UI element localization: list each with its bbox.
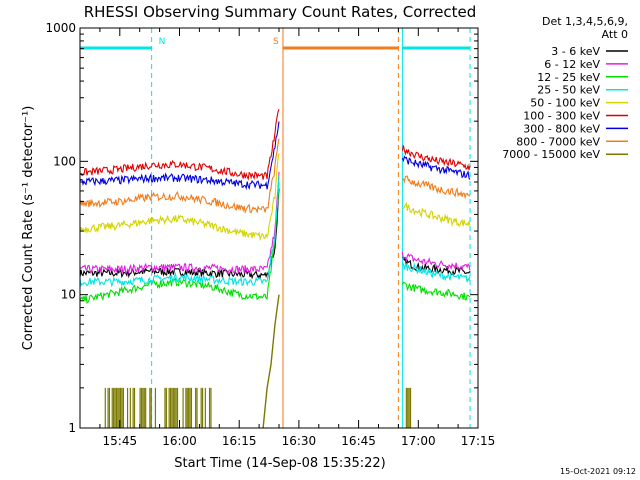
series-line-7-seg-1 xyxy=(402,175,471,200)
legend-header-line-1: Det 1,3,4,5,6,9, xyxy=(542,15,628,28)
y-axis-label: Corrected Count Rate (s⁻¹ detector⁻¹) xyxy=(21,106,36,351)
legend-label: 12 - 25 keV xyxy=(537,71,600,84)
footer-timestamp: 15-Oct-2021 09:12 xyxy=(560,467,636,476)
event-markers xyxy=(79,28,471,428)
x-tick-label: 17:15 xyxy=(461,434,496,448)
legend-header-line-2: Att 0 xyxy=(602,28,628,41)
high-energy-noise xyxy=(104,387,412,428)
legend-label: 300 - 800 keV xyxy=(523,122,600,135)
x-axis: 15:45 16:00 16:15 16:30 16:45 17:00 17:15 xyxy=(79,28,496,448)
x-tick-label: 16:45 xyxy=(341,434,376,448)
legend-label: 25 - 50 keV xyxy=(537,84,600,97)
x-tick-label: 16:30 xyxy=(282,434,317,448)
legend-label: 50 - 100 keV xyxy=(530,97,600,110)
legend-label: 100 - 300 keV xyxy=(523,110,600,123)
series-line-6-seg-1 xyxy=(401,155,471,180)
y-tick-label: 1 xyxy=(68,421,76,435)
series-line-4-seg-1 xyxy=(401,201,471,228)
x-tick-label: 16:15 xyxy=(222,434,257,448)
series-line-4-seg-0 xyxy=(79,153,280,242)
x-axis-label: Start Time (14-Sep-08 15:35:22) xyxy=(174,456,385,471)
y-tick-label: 10 xyxy=(61,288,76,302)
series-line-2-seg-0 xyxy=(79,182,280,304)
series-layer xyxy=(79,109,471,429)
series-line-1-seg-1 xyxy=(401,251,471,271)
series-line-3-seg-1 xyxy=(402,262,471,283)
series-line-6-seg-0 xyxy=(79,121,280,191)
flag-label-N: N xyxy=(159,37,166,47)
legend-label: 6 - 12 keV xyxy=(544,58,600,71)
legend-label: 800 - 7000 keV xyxy=(516,135,600,148)
legend-label: 7000 - 15000 keV xyxy=(502,148,600,161)
series-line-1-seg-0 xyxy=(79,171,280,275)
x-tick-label: 16:00 xyxy=(162,434,197,448)
series-line-2-seg-1 xyxy=(401,281,471,301)
x-tick-label: 17:00 xyxy=(401,434,436,448)
series-line-5-seg-1 xyxy=(401,145,471,171)
legend-label: 3 - 6 keV xyxy=(551,45,600,58)
y-tick-label: 1000 xyxy=(45,21,76,35)
x-tick-label: 15:45 xyxy=(103,434,138,448)
flag-label-S: S xyxy=(273,37,279,47)
series-line-3-seg-0 xyxy=(79,174,280,288)
y-axis: 1 10 100 1000 xyxy=(45,21,478,435)
series-line-5-seg-0 xyxy=(79,109,280,181)
series-line-7-seg-0 xyxy=(79,138,280,214)
chart-title: RHESSI Observing Summary Count Rates, Co… xyxy=(84,3,477,21)
series-line-8 xyxy=(262,294,280,429)
y-tick-label: 100 xyxy=(53,154,76,168)
